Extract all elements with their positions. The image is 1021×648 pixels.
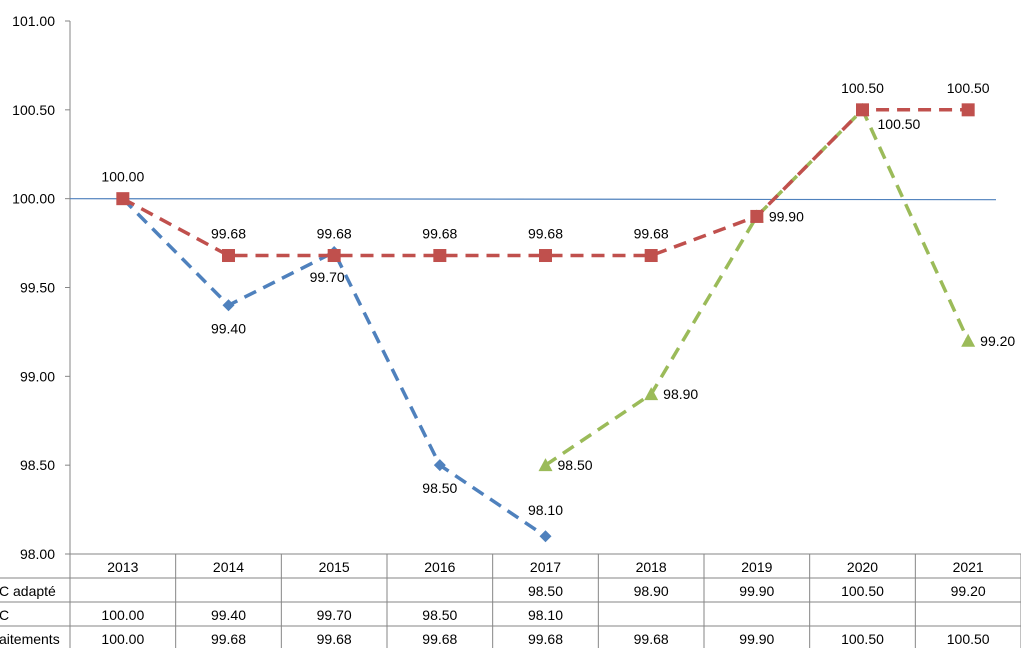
series-line: [121, 108, 969, 258]
data-table: 2013 2014 2015 2016 2017 2018 2019 2020 2021 C ad…: [0, 553, 1021, 648]
y-tick-label: 100.00: [12, 191, 55, 207]
data-label: 99.40: [211, 320, 246, 336]
data-label: 100.50: [841, 80, 884, 96]
data-label-layer: 98.50 98.90 99.90 100.50 99.20 99.40 99.70 98.5…: [101, 80, 1015, 518]
data-point-marker: [433, 249, 447, 263]
table-value-cell: 98.50: [528, 583, 563, 599]
series-layer: [116, 102, 976, 543]
data-label: 100.00: [101, 169, 144, 185]
table-value-cell: 98.10: [528, 607, 563, 623]
data-label: 99.68: [422, 226, 457, 242]
data-label: 99.70: [310, 269, 345, 285]
series-line: [121, 197, 547, 538]
table-value-cell: 99.20: [951, 583, 986, 599]
data-point-marker: [222, 299, 235, 312]
y-tick-label: 100.50: [12, 102, 55, 118]
data-label: 100.50: [947, 80, 990, 96]
data-label: 99.68: [528, 226, 563, 242]
table-header-cell: 2017: [530, 559, 561, 575]
data-label: 99.68: [211, 226, 246, 242]
table-value-cell: 99.90: [739, 631, 774, 647]
table-value-cell: 99.68: [634, 631, 669, 647]
table-value-cell: 99.68: [528, 631, 563, 647]
data-label: 99.68: [634, 226, 669, 242]
data-point-marker: [327, 249, 341, 263]
table-header-cell: 2016: [424, 559, 455, 575]
table-header-cell: 2013: [107, 559, 138, 575]
data-point-marker: [644, 249, 658, 263]
y-tick-label: 99.00: [20, 368, 55, 384]
data-label: 98.50: [558, 457, 593, 473]
table-value-cell: 100.00: [101, 607, 144, 623]
data-point-marker: [539, 249, 552, 263]
data-label: 100.50: [878, 116, 921, 132]
y-tick-label: 98.50: [20, 457, 55, 473]
data-point-marker: [750, 209, 764, 223]
data-label: 98.50: [422, 480, 457, 496]
table-value-cell: 100.50: [947, 631, 990, 647]
data-label: 98.90: [663, 386, 698, 402]
table-header-cell: 2015: [319, 559, 350, 575]
table-value-cell: 99.90: [739, 583, 774, 599]
data-point-marker: [961, 103, 975, 117]
table-value-cell: 99.40: [211, 607, 246, 623]
data-label: 99.20: [980, 333, 1015, 349]
table-header-cell: 2019: [741, 559, 772, 575]
data-point-marker: [222, 249, 235, 263]
data-label: 98.10: [528, 502, 563, 518]
table-value-cell: 98.50: [422, 607, 457, 623]
table-value-cell: 100.50: [841, 631, 884, 647]
axis-layer: 98.00 98.50 99.00 99.50 100.00 100.50 101.00: [12, 13, 997, 562]
data-point-marker: [538, 458, 553, 472]
data-label: 99.90: [769, 208, 804, 224]
table-header-cell: 2021: [953, 559, 984, 575]
table-series-name: C adapté: [0, 583, 56, 599]
data-point-marker: [433, 459, 446, 472]
table-header-cell: 2020: [847, 559, 878, 575]
y-tick-label: 99.50: [20, 280, 55, 296]
reference-line: [69, 198, 997, 201]
data-label: 99.68: [317, 226, 352, 242]
table-value-cell: 99.68: [317, 631, 352, 647]
table-value-cell: 100.00: [101, 631, 144, 647]
table-value-cell: 98.90: [634, 583, 669, 599]
y-tick-label: 98.00: [20, 546, 55, 562]
y-tick-label: 101.00: [12, 13, 55, 29]
table-series-name: aitements: [0, 631, 60, 647]
data-point-marker: [644, 387, 659, 401]
data-point-marker: [856, 103, 869, 117]
data-point-marker: [116, 192, 130, 206]
table-header-cell: 2018: [636, 559, 667, 575]
table-value-cell: 99.68: [211, 631, 246, 647]
table-value-cell: 99.70: [317, 607, 352, 623]
data-point-marker: [961, 333, 976, 347]
table-series-name: C: [0, 607, 9, 623]
table-value-cell: 99.68: [422, 631, 457, 647]
table-header-cell: 2014: [213, 559, 244, 575]
table-value-cell: 100.50: [841, 583, 884, 599]
data-point-marker: [539, 530, 552, 543]
series-line: [544, 108, 970, 467]
